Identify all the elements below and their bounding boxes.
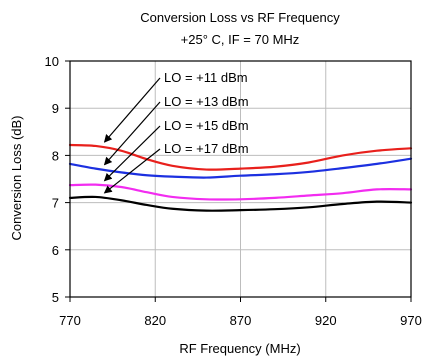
axes: 770 820 870 920 970 5 6 7 8 9 10 bbox=[45, 54, 422, 328]
annotations: LO = +11 dBm LO = +13 dBm LO = +15 dBm LO =… bbox=[103, 70, 249, 194]
y-tick-label: 8 bbox=[52, 148, 59, 163]
series-lo-plus13-line bbox=[68, 157, 413, 179]
series-lo-plus11-line bbox=[68, 143, 413, 171]
y-tick-label: 10 bbox=[45, 54, 59, 69]
chart-title: Conversion Loss vs RF Frequency bbox=[140, 10, 340, 25]
y-tick-label: 5 bbox=[52, 290, 59, 305]
x-tick-label: 920 bbox=[315, 313, 337, 328]
x-tick-label: 820 bbox=[144, 313, 166, 328]
x-tick-label: 770 bbox=[59, 313, 81, 328]
series-lo-plus17-line bbox=[68, 195, 413, 212]
annotation-lo-plus13-arrow bbox=[103, 101, 161, 166]
y-tick-label: 6 bbox=[52, 243, 59, 258]
series-lines bbox=[68, 143, 413, 212]
annotation-lo-plus15-label: LO = +15 dBm bbox=[164, 118, 249, 133]
x-tick-label: 970 bbox=[400, 313, 422, 328]
x-axis-label: RF Frequency (MHz) bbox=[179, 341, 300, 356]
annotation-lo-plus17-arrow bbox=[103, 148, 161, 194]
annotation-lo-plus17-label: LO = +17 dBm bbox=[164, 141, 249, 156]
y-tick-label: 7 bbox=[52, 196, 59, 211]
annotation-lo-plus11-label: LO = +11 dBm bbox=[164, 70, 248, 85]
annotation-lo-plus11-arrow bbox=[103, 77, 161, 143]
chart-subtitle: +25° C, IF = 70 MHz bbox=[181, 32, 300, 47]
y-axis-label: Conversion Loss (dB) bbox=[9, 116, 24, 241]
x-tick-label: 870 bbox=[230, 313, 252, 328]
annotation-lo-plus13-label: LO = +13 dBm bbox=[164, 94, 249, 109]
annotation-lo-plus15-arrow bbox=[103, 125, 161, 182]
series-lo-plus15-line bbox=[68, 183, 413, 201]
y-tick-label: 9 bbox=[52, 101, 59, 116]
